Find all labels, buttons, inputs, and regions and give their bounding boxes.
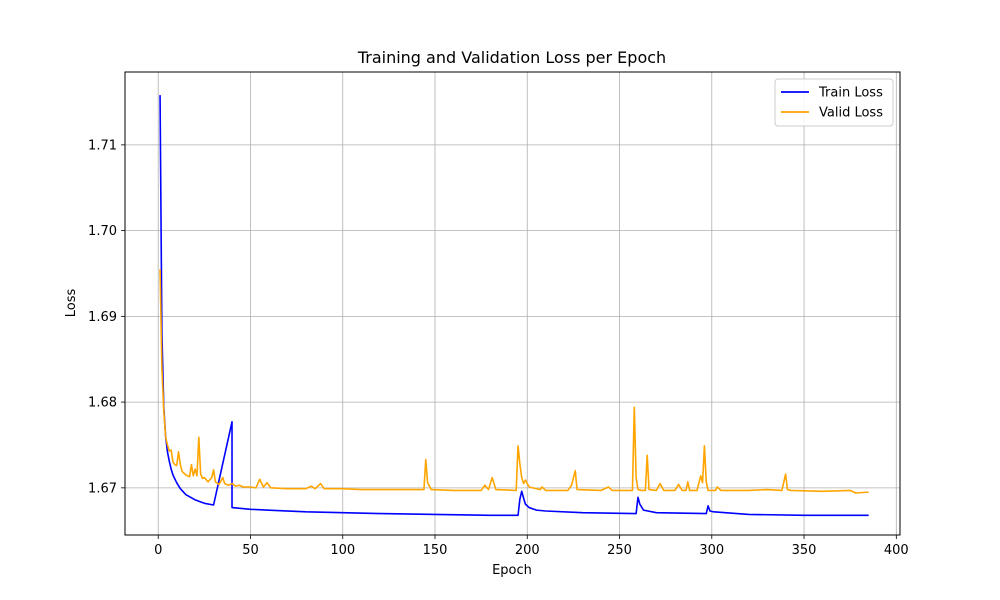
y-tick-label: 1.71 bbox=[88, 138, 117, 153]
y-tick-label: 1.69 bbox=[88, 310, 117, 325]
x-tick-label: 250 bbox=[607, 543, 632, 558]
y-tick-label: 1.68 bbox=[88, 396, 117, 411]
x-tick-label: 0 bbox=[154, 543, 162, 558]
y-tick-label: 1.70 bbox=[88, 224, 117, 239]
x-tick-label: 200 bbox=[515, 543, 540, 558]
legend-label-train-loss: Train Loss bbox=[818, 86, 883, 101]
legend: Train Loss Valid Loss bbox=[774, 78, 894, 127]
y-axis: 1.67 1.68 1.69 1.70 1.71 bbox=[88, 138, 125, 496]
legend-label-valid-loss: Valid Loss bbox=[819, 106, 883, 121]
grid-lines bbox=[125, 72, 900, 535]
chart-title: Training and Validation Loss per Epoch bbox=[357, 48, 666, 67]
x-tick-label: 100 bbox=[330, 543, 355, 558]
y-tick-label: 1.67 bbox=[88, 481, 117, 496]
series-layer bbox=[159, 95, 869, 517]
y-axis-label: Loss bbox=[64, 289, 79, 318]
plot-frame bbox=[124, 71, 901, 536]
x-tick-label: 50 bbox=[242, 543, 259, 558]
x-tick-label: 300 bbox=[699, 543, 724, 558]
x-tick-label: 150 bbox=[423, 543, 448, 558]
x-tick-label: 400 bbox=[884, 543, 909, 558]
series-line-valid-loss bbox=[159, 269, 869, 494]
series-line-train-loss bbox=[159, 95, 869, 517]
x-tick-label: 350 bbox=[792, 543, 817, 558]
legend-box bbox=[774, 78, 894, 127]
x-axis-label: Epoch bbox=[492, 563, 532, 578]
x-axis: 0 50 100 150 200 250 300 350 400 bbox=[154, 535, 909, 558]
